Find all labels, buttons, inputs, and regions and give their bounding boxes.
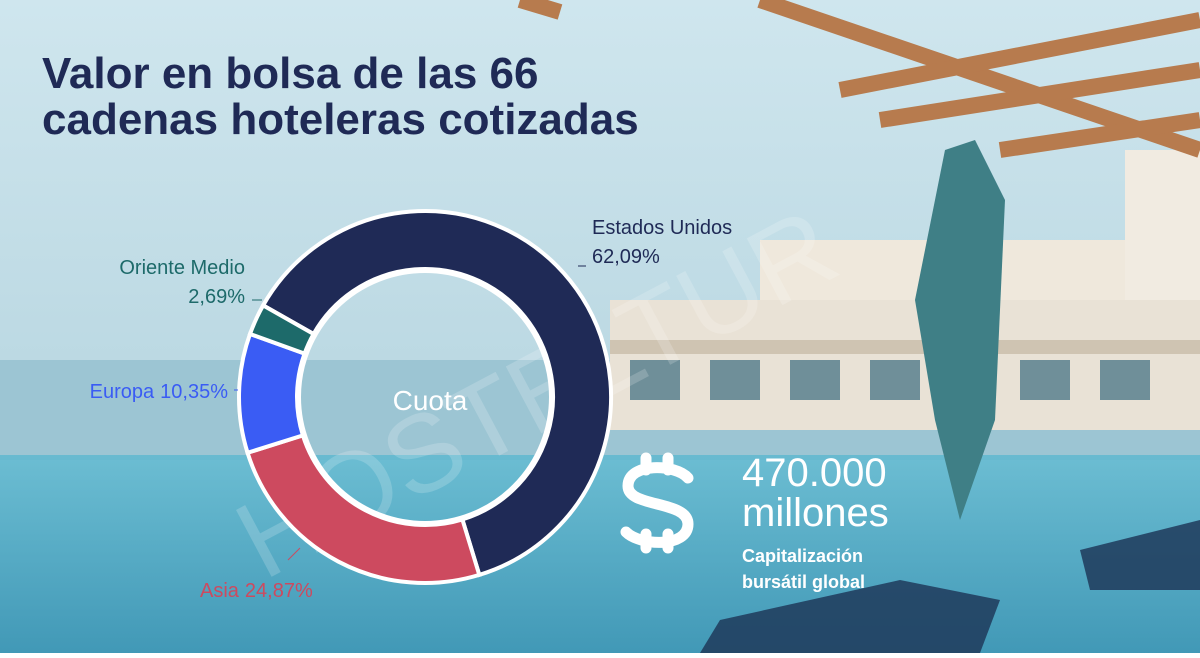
- data-label: Oriente Medio 2,69%: [119, 257, 245, 308]
- value-label: 10,35%: [160, 381, 228, 403]
- data-label: Estados Unidos 62,09%: [592, 217, 732, 268]
- dollar-icon: [620, 452, 694, 554]
- pool: [0, 455, 1200, 653]
- category-label: Asia: [200, 580, 240, 602]
- highlight-caption: bursátil global: [742, 572, 865, 592]
- chart-title: Valor en bolsa de las 66 cadenas hoteler…: [42, 49, 639, 144]
- category-label: Oriente Medio: [119, 257, 245, 279]
- category-label: Estados Unidos: [592, 217, 732, 239]
- highlight-value: 470.000: [742, 451, 887, 495]
- title-line: Valor en bolsa de las 66: [42, 49, 538, 98]
- inner-ring: [297, 269, 553, 525]
- value-label: 62,09%: [592, 246, 660, 268]
- data-label: Europa 10,35%: [90, 381, 229, 403]
- value-label: 2,69%: [188, 286, 245, 308]
- leader-line: [287, 547, 301, 561]
- data-label: Asia 24,87%: [200, 580, 313, 602]
- loungers: [700, 520, 1200, 653]
- value-label: 24,87%: [245, 580, 313, 602]
- center-label: Cuota: [393, 385, 468, 416]
- highlight-caption: Capitalización: [742, 546, 863, 566]
- highlight-unit: millones: [742, 491, 889, 535]
- title-line: cadenas hoteleras cotizadas: [42, 95, 639, 144]
- umbrella: [915, 140, 1005, 520]
- pergola: [517, 0, 1200, 158]
- category-label: Europa: [90, 381, 155, 403]
- donut: [237, 209, 613, 585]
